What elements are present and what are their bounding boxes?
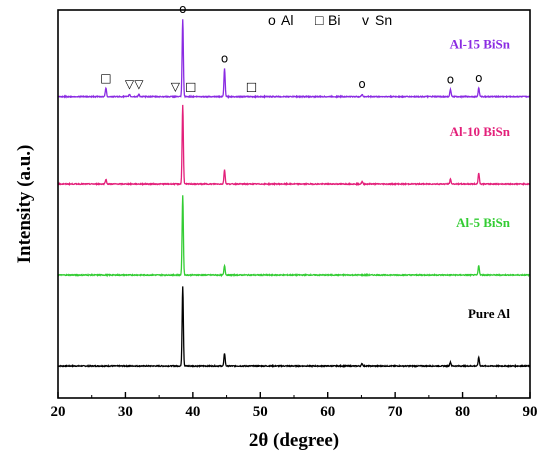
peak-marker-al: o xyxy=(179,2,186,16)
series-trace-al-15-bisn xyxy=(57,19,531,99)
legend-symbol-sn: v xyxy=(362,12,369,28)
peak-marker-sn: ▽ xyxy=(125,77,135,91)
x-tick-label-60: 60 xyxy=(320,404,335,420)
x-axis-label: 2θ (degree) xyxy=(249,430,339,451)
x-tick-label-20: 20 xyxy=(51,404,66,420)
x-tick-label-50: 50 xyxy=(253,404,268,420)
legend: o Al □ Bi v Sn xyxy=(268,12,392,28)
peak-marker-layer: □ ▽ ▽ ▽o□o□ o o o xyxy=(100,2,482,94)
peak-marker-al: o xyxy=(475,71,482,85)
x-tick-label-40: 40 xyxy=(185,404,200,420)
peak-marker-al: o xyxy=(358,77,365,91)
series-layer: Pure Al Al-5 BiSn Al-10 BiSn Al-15 BiSn xyxy=(57,19,531,369)
legend-symbol-bi: □ xyxy=(315,12,324,28)
legend-label-al: Al xyxy=(281,12,293,28)
series-label-al-5-bisn: Al-5 BiSn xyxy=(456,215,511,230)
peak-marker-sn: ▽ xyxy=(171,80,181,94)
legend-label-sn: Sn xyxy=(375,12,392,28)
y-axis-label: Intensity (a.u.) xyxy=(14,145,35,264)
series-trace-pure-al xyxy=(57,286,531,369)
x-tick-label-30: 30 xyxy=(118,404,133,420)
peak-marker-al: o xyxy=(447,72,454,86)
peak-marker-bi: □ xyxy=(185,80,196,94)
series-trace-al-5-bisn xyxy=(57,195,531,278)
series-label-al-10-bisn: Al-10 BiSn xyxy=(450,124,511,139)
peak-marker-sn: ▽ xyxy=(134,77,144,91)
series-label-pure-al: Pure Al xyxy=(468,306,510,321)
x-tick-label-90: 90 xyxy=(523,404,538,420)
series-trace-al-10-bisn xyxy=(57,104,531,187)
peak-marker-bi: □ xyxy=(100,71,111,85)
peak-marker-bi: □ xyxy=(246,80,257,94)
x-tick-layer: 20 30 40 50 60 70 80 90 xyxy=(51,392,538,420)
x-tick-label-70: 70 xyxy=(388,404,403,420)
x-tick-label-80: 80 xyxy=(455,404,470,420)
series-label-al-15-bisn: Al-15 BiSn xyxy=(450,37,511,52)
legend-symbol-al: o xyxy=(268,12,276,28)
peak-marker-al: o xyxy=(221,52,228,66)
legend-label-bi: Bi xyxy=(328,12,340,28)
